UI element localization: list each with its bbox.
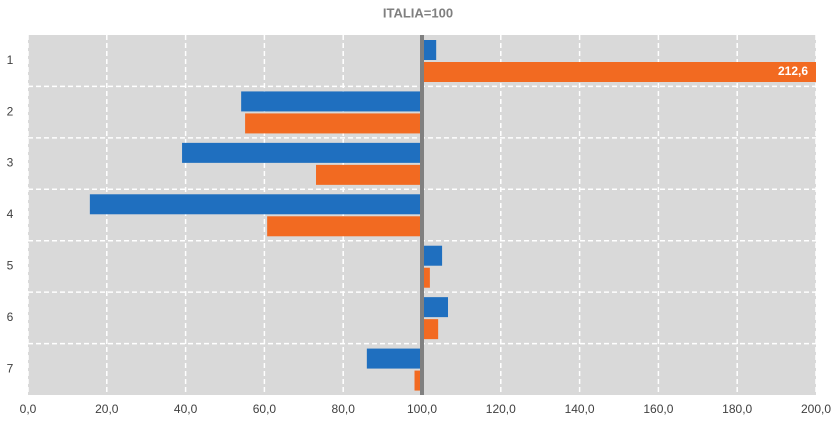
bar [241,91,422,112]
bar [267,216,422,237]
y-tick-label: 1 [7,53,14,67]
x-tick-label: 80,0 [332,402,356,416]
bar [316,164,422,185]
y-tick-label: 2 [7,104,14,118]
x-tick-label: 100,0 [407,402,437,416]
x-tick-label: 0,0 [20,402,37,416]
bar [366,348,422,369]
bar [89,194,422,215]
x-tick-label: 140,0 [565,402,595,416]
y-tick-label: 4 [7,207,14,221]
bar [422,62,816,82]
x-tick-label: 160,0 [643,402,673,416]
bar [245,113,422,134]
chart-title: ITALIA=100 [383,5,453,20]
bar [422,267,430,288]
bar [182,142,422,163]
y-tick-label: 7 [7,361,14,375]
bar [414,370,422,391]
y-tick-label: 3 [7,156,14,170]
x-tick-label: 180,0 [722,402,752,416]
x-tick-label: 40,0 [174,402,198,416]
data-label: 212,6 [778,64,808,78]
x-tick-label: 60,0 [253,402,277,416]
x-tick-label: 20,0 [95,402,119,416]
y-tick-label: 6 [7,310,14,324]
bar [422,297,449,318]
x-tick-label: 200,0 [801,402,831,416]
bar [422,319,439,340]
bars [89,40,816,391]
x-tick-label: 120,0 [486,402,516,416]
y-tick-label: 5 [7,259,14,273]
bar [422,245,443,266]
bar [422,40,437,60]
